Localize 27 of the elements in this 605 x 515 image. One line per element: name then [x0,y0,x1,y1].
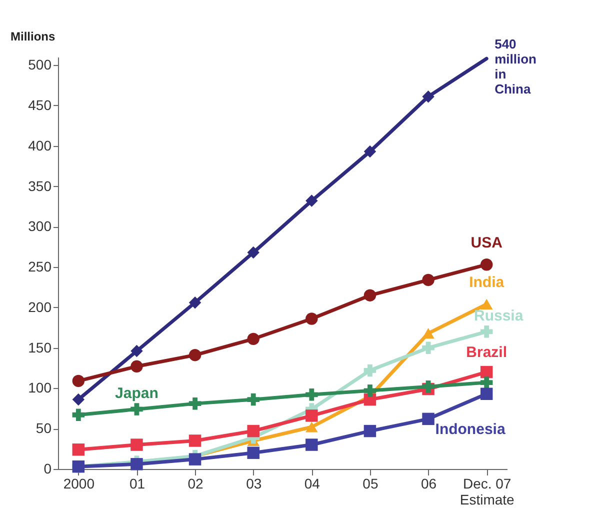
y-tick-label: 350 [28,178,52,194]
y-tick-label: 150 [28,339,52,356]
x-tick-label: 03 [246,476,262,492]
y-axis-title: Millions [10,30,56,44]
y-tick-label: 300 [28,218,52,234]
series-label: India [469,274,505,292]
y-tick-label: 50 [36,420,52,436]
series-label: Japan [115,385,158,402]
y-tick-label: 250 [28,258,52,275]
series-label: Brazil [466,344,508,362]
y-tick-label: 100 [28,380,52,396]
y-tick-label: 200 [28,298,52,315]
x-tick-label: 2000 [63,476,95,492]
y-tick-label: 0 [44,460,52,476]
y-tick-label: 500 [28,56,52,73]
x-tick-label: 06 [420,476,437,492]
x-tick-label: Dec. 07 Estimate [460,476,515,508]
x-tick-label: 02 [188,476,204,492]
x-tick-label: 05 [362,476,378,492]
x-tick-label: 04 [304,476,320,492]
series-label: Russia [474,308,524,325]
y-tick-label: 400 [28,137,52,154]
series-label: USA [470,234,503,252]
annotation: 540 million in China [494,36,537,97]
y-tick-label: 450 [28,96,52,113]
series-label: Indonesia [435,420,506,438]
x-tick-label: 01 [129,476,146,492]
